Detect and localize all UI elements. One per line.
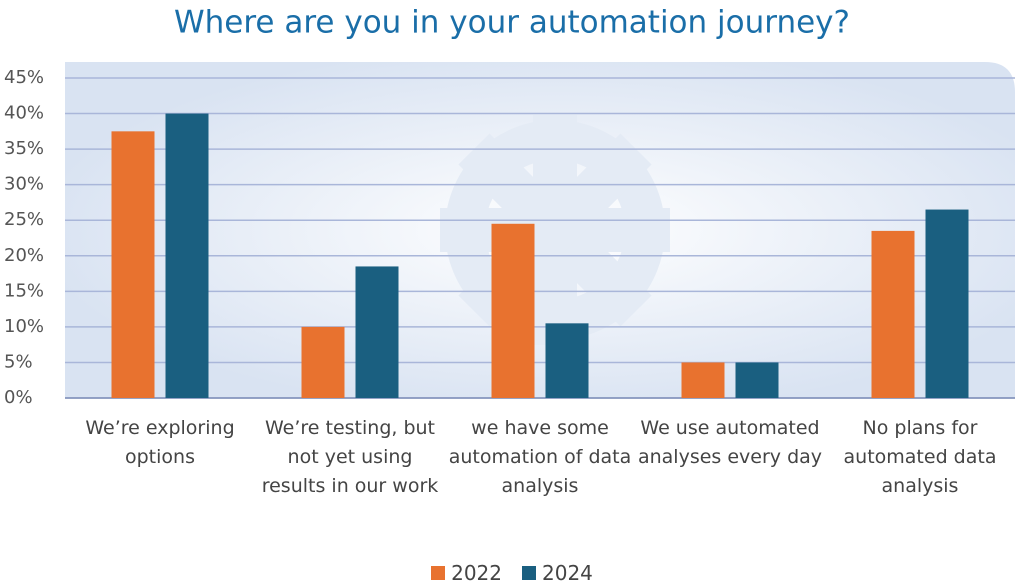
y-tick-label: 35% (4, 138, 44, 159)
y-tick-label: 25% (4, 209, 44, 230)
bar (491, 223, 535, 398)
legend: 2022 2024 (0, 561, 1024, 585)
legend-swatch (522, 566, 536, 580)
bar (165, 113, 209, 399)
legend-label: 2022 (451, 561, 502, 585)
y-tick-label: 30% (4, 174, 44, 195)
bar (301, 326, 345, 398)
bar (111, 131, 155, 399)
legend-label: 2024 (542, 561, 593, 585)
bar (681, 362, 725, 398)
y-tick-label: 15% (4, 280, 44, 301)
x-tick-label: We’re exploring options (85, 417, 235, 468)
y-tick-label: 0% (4, 387, 33, 408)
chart-title: Where are you in your automation journey… (174, 5, 850, 41)
legend-swatch (431, 566, 446, 580)
x-tick-label: We’re testing, but not yet using results… (261, 417, 439, 497)
bar (545, 323, 589, 398)
legend-item: 2024 (522, 561, 593, 585)
x-tick-label: We use automated analyses every day (637, 417, 823, 468)
y-tick-label: 40% (4, 103, 44, 124)
y-tick-label: 20% (4, 245, 44, 266)
bar (355, 266, 399, 398)
legend-item: 2022 (431, 561, 502, 585)
y-tick-label: 5% (4, 351, 33, 372)
bar (925, 209, 969, 398)
gear-watermark (440, 115, 670, 345)
x-tick-label: we have some automation of data analysis (448, 417, 632, 497)
bar (735, 362, 779, 398)
bar (871, 230, 915, 398)
y-tick-label: 45% (4, 67, 44, 88)
x-tick-label: No plans for automated data analysis (843, 417, 997, 497)
y-tick-label: 10% (4, 316, 44, 337)
